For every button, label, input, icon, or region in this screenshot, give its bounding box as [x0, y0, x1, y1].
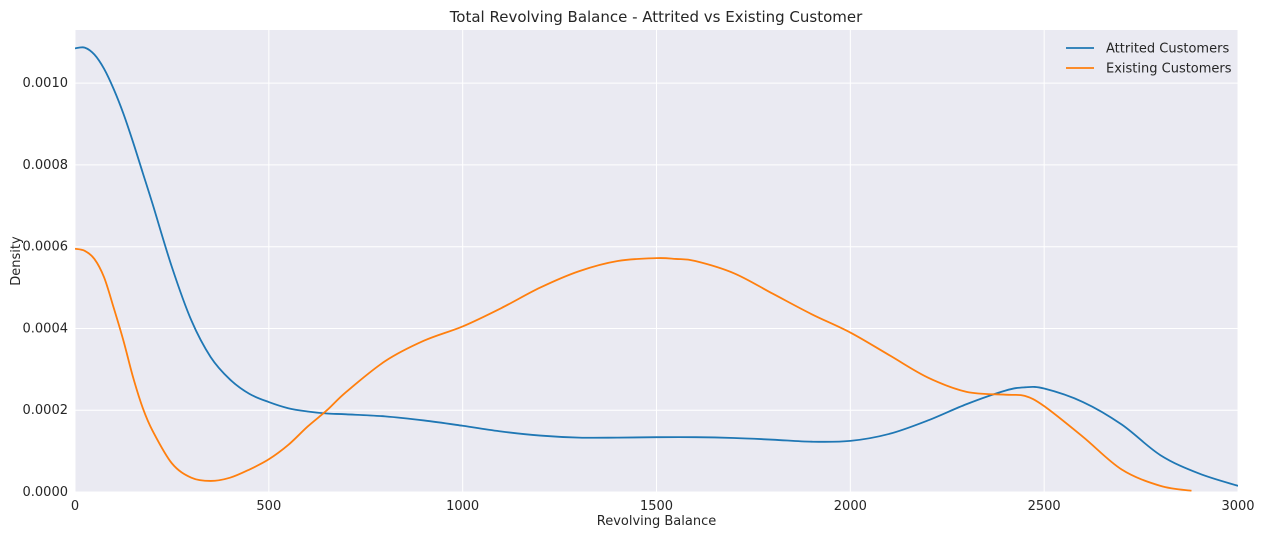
x-tick-label: 2000 [834, 499, 867, 514]
series-layer [75, 46, 1238, 492]
y-axis-ticks: 0.0000 0.0002 0.0004 0.0006 0.0008 0.0010 [23, 76, 69, 500]
y-tick-label: 0.0000 [23, 485, 69, 500]
series-line-attrited-customers [75, 46, 1238, 487]
legend-label-existing-customers: Existing Customers [1106, 62, 1232, 77]
y-axis-label: Density [9, 236, 24, 286]
x-tick-label: 0 [71, 499, 79, 514]
x-tick-label: 3000 [1221, 499, 1254, 514]
x-axis-ticks: 0 500 1000 1500 2000 2500 3000 [71, 499, 1255, 514]
y-tick-label: 0.0008 [23, 158, 69, 173]
x-tick-label: 1500 [640, 499, 673, 514]
x-tick-label: 2500 [1028, 499, 1061, 514]
x-axis-label: Revolving Balance [597, 514, 716, 529]
chart-title: Total Revolving Balance - Attrited vs Ex… [449, 8, 863, 26]
y-tick-label: 0.0010 [23, 76, 69, 91]
y-tick-label: 0.0004 [23, 321, 69, 336]
legend-label-attrited-customers: Attrited Customers [1106, 42, 1229, 57]
x-tick-label: 1000 [446, 499, 479, 514]
x-tick-label: 500 [256, 499, 281, 514]
y-tick-label: 0.0002 [23, 403, 69, 418]
legend: Attrited Customers Existing Customers [1066, 42, 1232, 77]
grid-lines [74, 30, 1239, 493]
series-line-existing-customers [75, 247, 1192, 492]
y-tick-label: 0.0006 [23, 240, 69, 255]
